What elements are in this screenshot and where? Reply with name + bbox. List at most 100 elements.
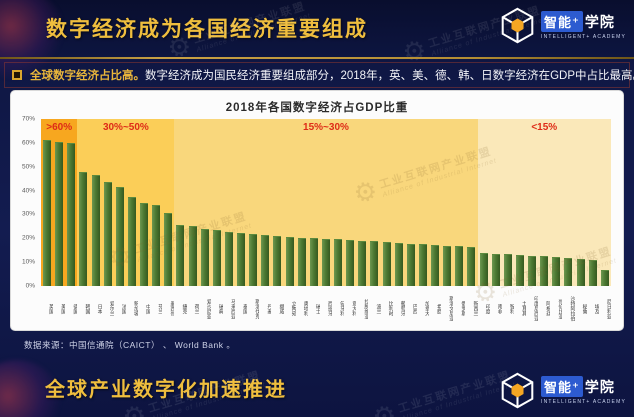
bar bbox=[382, 242, 391, 286]
bar bbox=[467, 247, 476, 286]
bar bbox=[540, 256, 549, 286]
logo-subtitle: INTELLIGENT+ ACADEMY bbox=[541, 399, 626, 405]
x-tick-label: 捷克 bbox=[181, 303, 187, 314]
data-source: 数据来源：中国信通院（CAICT） 、 World Bank 。 bbox=[24, 340, 236, 350]
bar bbox=[515, 255, 524, 286]
x-tick-label: 匈牙利 bbox=[339, 301, 345, 316]
gear-watermark-icon: ⚙ bbox=[368, 398, 400, 417]
academy-logo: 智能⁺ 学院 INTELLIGENT+ ACADEMY bbox=[499, 372, 626, 409]
key-point-body: 数字经济成为国民经济重要组成部分，2018年，英、美、德、韩、日数字经济在GDP… bbox=[145, 70, 634, 82]
x-tick-label: 土耳其 bbox=[521, 301, 526, 316]
band-label: >60% bbox=[46, 122, 73, 133]
x-tick-label: 立陶宛 bbox=[290, 301, 296, 316]
bar bbox=[152, 204, 161, 286]
key-point-highlight: 全球数字经济占比高。 bbox=[30, 70, 145, 82]
bar bbox=[285, 237, 294, 286]
bar bbox=[200, 228, 209, 286]
logo-text: 学院 bbox=[584, 378, 615, 395]
bar bbox=[576, 259, 585, 286]
x-tick-label: 泰国 bbox=[242, 303, 248, 314]
bar bbox=[370, 241, 379, 286]
bar bbox=[91, 175, 100, 286]
x-tick-label: 芬兰 bbox=[157, 303, 163, 314]
bar bbox=[491, 253, 500, 286]
x-tick-label: 智利 bbox=[508, 303, 514, 314]
bar-series bbox=[41, 119, 611, 286]
bar bbox=[588, 260, 597, 286]
x-tick-label: 爱尔兰 bbox=[108, 301, 114, 316]
x-tick-label: 荷兰 bbox=[193, 303, 199, 314]
bar bbox=[321, 238, 330, 286]
bar bbox=[479, 252, 488, 286]
bar bbox=[67, 142, 76, 286]
header: 数字经济成为各国经济重要组成 ⚙ 工业互联网产业联盟 Alliance of In… bbox=[0, 0, 634, 80]
x-tick-label: 埃及 bbox=[593, 303, 599, 314]
y-tick-label: 70% bbox=[21, 115, 35, 123]
key-point-text: 全球数字经济占比高。数字经济成为国民经济重要组成部分，2018年，英、美、德、韩… bbox=[30, 67, 634, 83]
bar bbox=[43, 140, 52, 286]
bar bbox=[564, 257, 573, 286]
band-label: 15%~30% bbox=[303, 122, 349, 133]
bar bbox=[237, 233, 246, 286]
bar bbox=[443, 245, 452, 286]
x-tick-label: 瑞士 bbox=[314, 303, 320, 314]
x-tick-label: 新西兰 bbox=[472, 301, 478, 316]
bar bbox=[431, 244, 440, 286]
band-label: 30%~50% bbox=[102, 122, 149, 133]
x-tick-label: 斯洛伐克 bbox=[254, 298, 260, 319]
logo-boxed-text: 智能⁺ bbox=[541, 11, 583, 32]
bar bbox=[176, 224, 185, 286]
bar bbox=[406, 243, 415, 286]
x-tick-label: 比利时 bbox=[387, 301, 393, 316]
x-tick-label: 拉脱维亚 bbox=[363, 298, 369, 319]
x-tick-label: 新加坡 bbox=[133, 301, 138, 316]
bar bbox=[55, 142, 64, 286]
bar bbox=[140, 202, 149, 286]
bar bbox=[164, 213, 173, 286]
square-bullet-icon bbox=[12, 70, 22, 80]
bar bbox=[103, 182, 112, 286]
x-tick-label: 丹麦 bbox=[266, 303, 272, 314]
x-axis-labels: 英国 美国 德国 韩国 日本 爱尔兰 法国 新加坡 中国 芬兰 墨西哥 捷克 荷兰 爱沙尼亚 瑞典 马来西亚 泰… bbox=[41, 288, 611, 328]
x-tick-label: 巴西 bbox=[411, 303, 417, 314]
y-tick-label: 10% bbox=[21, 258, 35, 266]
cube-logo-icon bbox=[501, 372, 534, 409]
bar bbox=[212, 229, 221, 286]
x-tick-label: 西班牙 bbox=[327, 301, 332, 316]
key-point-row: 全球数字经济占比高。数字经济成为国民经济重要组成部分，2018年，英、美、德、韩… bbox=[4, 62, 634, 88]
x-tick-label: 瑞典 bbox=[217, 303, 223, 314]
x-tick-label: 印度尼西亚 bbox=[533, 296, 539, 321]
x-tick-label: 法国 bbox=[120, 303, 126, 314]
x-tick-label: 希腊 bbox=[436, 303, 442, 314]
bar bbox=[358, 240, 367, 286]
bar bbox=[188, 225, 197, 286]
chart-title: 2018年各国数字经济占GDP比重 bbox=[225, 102, 409, 114]
x-tick-label: 挪威 bbox=[278, 303, 284, 314]
bar bbox=[503, 254, 512, 286]
header-divider bbox=[0, 57, 634, 59]
logo-subtitle: INTELLIGENT+ ACADEMY bbox=[541, 34, 626, 40]
y-axis: 70% 60% 50% 40% 30% 20% 10% 0% bbox=[11, 115, 38, 290]
logo-boxed-text: 智能⁺ bbox=[541, 376, 583, 397]
y-tick-label: 60% bbox=[21, 139, 35, 147]
x-tick-label: 沙特阿拉伯 bbox=[569, 296, 575, 321]
bar bbox=[273, 236, 282, 286]
x-tick-label: 加拿大 bbox=[424, 301, 429, 316]
bar bbox=[334, 239, 343, 286]
x-tick-label: 波兰 bbox=[375, 303, 381, 314]
x-tick-label: 俄罗斯 bbox=[460, 301, 466, 316]
bar bbox=[394, 242, 403, 286]
chart-panel: 2018年各国数字经济占GDP比重 70% 60% 50% 40% 30% 20% 10% 0… bbox=[10, 90, 624, 331]
page-title: 数字经济成为各国经济重要组成 bbox=[46, 18, 368, 41]
x-tick-label: 哥伦比亚 bbox=[557, 298, 563, 319]
y-tick-label: 50% bbox=[21, 163, 35, 171]
x-tick-label: 中国 bbox=[145, 303, 151, 314]
logo-text: 学院 bbox=[584, 13, 615, 30]
bar bbox=[528, 255, 537, 286]
plot-area: >60% 30%~50% 15%~30% <15% bbox=[41, 119, 611, 286]
x-tick-label: 韩国 bbox=[84, 303, 90, 314]
gear-watermark-icon: ⚙ bbox=[118, 398, 150, 417]
bar bbox=[297, 237, 306, 286]
